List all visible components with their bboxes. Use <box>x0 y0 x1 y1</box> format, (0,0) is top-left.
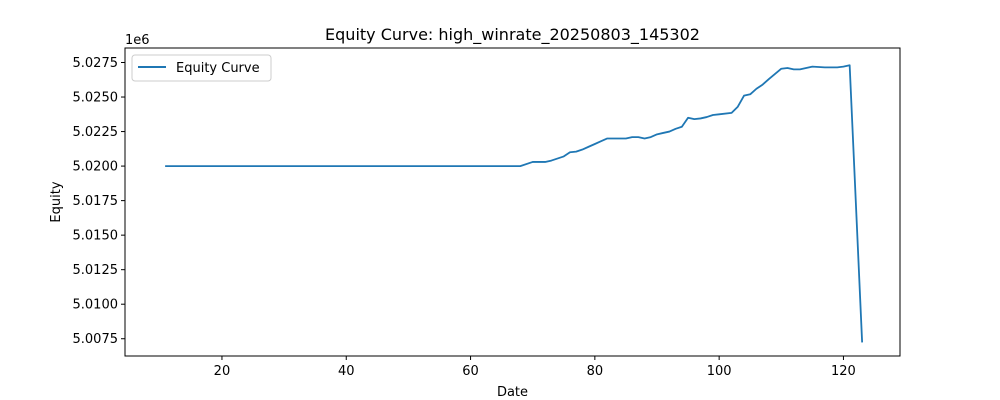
x-tick-label: 20 <box>214 364 231 379</box>
y-tick-label: 5.0125 <box>73 263 119 278</box>
y-tick-label: 5.0225 <box>73 125 119 140</box>
x-tick-label: 100 <box>707 364 732 379</box>
y-axis: 5.0075 5.0100 5.0125 5.0150 5.0175 5.0200 5.02… <box>73 56 125 347</box>
legend-label: Equity Curve <box>176 61 260 76</box>
y-tick-label: 5.0075 <box>73 332 119 347</box>
x-tick-label: 120 <box>831 364 856 379</box>
x-tick-label: 60 <box>462 364 479 379</box>
chart-title: Equity Curve: high_winrate_20250803_1453… <box>325 25 700 45</box>
x-tick-label: 80 <box>587 364 604 379</box>
legend: Equity Curve <box>131 54 272 82</box>
y-tick-label: 5.0250 <box>73 91 119 106</box>
legend-box <box>131 54 272 82</box>
y-tick-label: 5.0175 <box>73 194 119 209</box>
x-tick-label: 40 <box>338 364 355 379</box>
x-axis: 20 40 60 80 100 120 <box>214 356 856 379</box>
equity-curve-line <box>165 64 864 343</box>
y-tick-label: 5.0200 <box>73 160 119 175</box>
y-tick-label: 5.0150 <box>73 229 119 244</box>
y-offset-label: 1e6 <box>125 33 150 48</box>
plot-area <box>124 47 901 357</box>
y-tick-label: 5.0275 <box>73 56 119 71</box>
y-tick-label: 5.0100 <box>73 298 119 313</box>
x-axis-label: Date <box>497 385 528 400</box>
series-layer <box>165 64 864 343</box>
y-axis-label: Equity <box>49 181 64 222</box>
